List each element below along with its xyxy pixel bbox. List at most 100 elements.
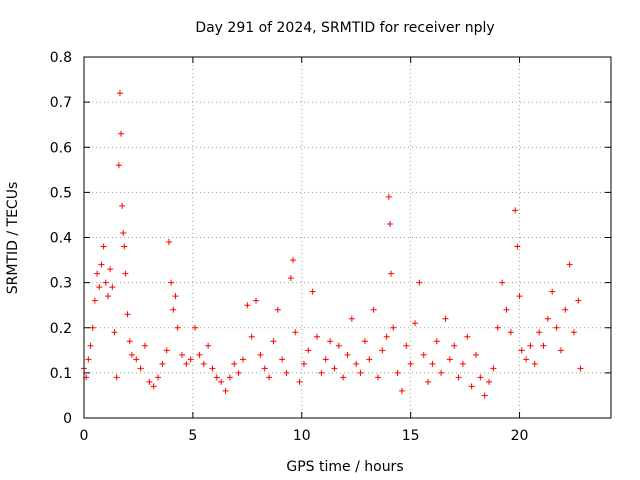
y-tick-label: 0.3 xyxy=(50,276,72,292)
data-point xyxy=(283,369,290,376)
data-point xyxy=(344,351,351,358)
data-point xyxy=(516,293,523,300)
data-point xyxy=(118,130,125,137)
data-point xyxy=(115,162,122,169)
data-point xyxy=(540,342,547,349)
data-point xyxy=(94,270,101,277)
data-point xyxy=(257,351,264,358)
data-point xyxy=(390,324,397,331)
data-point xyxy=(287,275,294,282)
data-point xyxy=(122,270,129,277)
data-point xyxy=(163,347,170,354)
data-point xyxy=(113,374,120,381)
data-point xyxy=(104,293,111,300)
data-point xyxy=(566,261,573,268)
data-point xyxy=(274,306,281,313)
data-point xyxy=(270,338,277,345)
data-point xyxy=(477,374,484,381)
data-point xyxy=(85,356,92,363)
data-point xyxy=(209,365,216,372)
data-point xyxy=(165,239,172,246)
data-point xyxy=(109,284,116,291)
data-point xyxy=(490,365,497,372)
data-point xyxy=(200,360,207,367)
data-point xyxy=(429,360,436,367)
data-point xyxy=(155,374,162,381)
data-point xyxy=(244,302,251,309)
y-tick-label: 0.7 xyxy=(50,95,72,111)
data-point xyxy=(512,207,519,214)
axis-ticks: 0 0.1 0.2 0.3 0.4 0.5 0.6 0.7 0.8 0 5 10 15 20 xyxy=(50,50,611,444)
data-point xyxy=(468,383,475,390)
data-point xyxy=(527,342,534,349)
data-point xyxy=(218,378,225,385)
data-point xyxy=(91,297,98,304)
data-point xyxy=(379,347,386,354)
data-point xyxy=(192,324,199,331)
data-point xyxy=(126,338,133,345)
data-point xyxy=(481,392,488,399)
data-point xyxy=(137,365,144,372)
data-point xyxy=(290,257,297,264)
y-tick-label: 0.6 xyxy=(50,140,72,156)
data-point xyxy=(146,378,153,385)
y-axis-label: SRMTID / TECUs xyxy=(5,182,21,295)
data-point xyxy=(553,324,560,331)
data-point xyxy=(121,243,128,250)
data-point xyxy=(442,315,449,322)
data-point xyxy=(518,347,525,354)
y-tick-label: 0.8 xyxy=(50,50,72,66)
data-point xyxy=(120,229,127,236)
data-point xyxy=(575,297,582,304)
data-point xyxy=(459,360,466,367)
data-points xyxy=(81,90,584,399)
data-point xyxy=(196,351,203,358)
data-point xyxy=(331,365,338,372)
data-point xyxy=(133,356,140,363)
data-point xyxy=(472,351,479,358)
data-point xyxy=(168,279,175,286)
x-tick-label: 0 xyxy=(80,428,89,444)
data-point xyxy=(348,315,355,322)
data-point xyxy=(296,378,303,385)
data-point xyxy=(266,374,273,381)
data-point xyxy=(174,324,181,331)
data-point xyxy=(464,333,471,340)
data-point xyxy=(87,342,94,349)
data-point xyxy=(416,279,423,286)
data-point xyxy=(544,315,551,322)
x-tick-label: 5 xyxy=(188,428,197,444)
x-axis-label: GPS time / hours xyxy=(286,459,403,475)
data-point xyxy=(361,338,368,345)
data-point xyxy=(433,338,440,345)
data-point xyxy=(322,356,329,363)
data-point xyxy=(111,329,118,336)
data-point xyxy=(446,356,453,363)
x-tick-label: 20 xyxy=(511,428,529,444)
data-point xyxy=(253,297,260,304)
data-point xyxy=(451,342,458,349)
data-point xyxy=(536,329,543,336)
data-point xyxy=(213,374,220,381)
data-point xyxy=(412,320,419,327)
data-point xyxy=(159,360,166,367)
data-point xyxy=(205,342,212,349)
data-point xyxy=(327,338,334,345)
data-point xyxy=(96,284,103,291)
data-point xyxy=(98,261,105,268)
grid xyxy=(84,57,611,418)
data-point xyxy=(305,347,312,354)
data-point xyxy=(222,387,229,394)
data-point xyxy=(89,324,96,331)
data-point xyxy=(150,383,157,390)
data-point xyxy=(388,270,395,277)
data-point xyxy=(523,356,530,363)
data-point xyxy=(425,378,432,385)
data-point xyxy=(507,329,514,336)
data-point xyxy=(235,369,242,376)
data-point xyxy=(353,360,360,367)
data-point xyxy=(531,360,538,367)
data-point xyxy=(549,288,556,295)
data-point xyxy=(403,342,410,349)
